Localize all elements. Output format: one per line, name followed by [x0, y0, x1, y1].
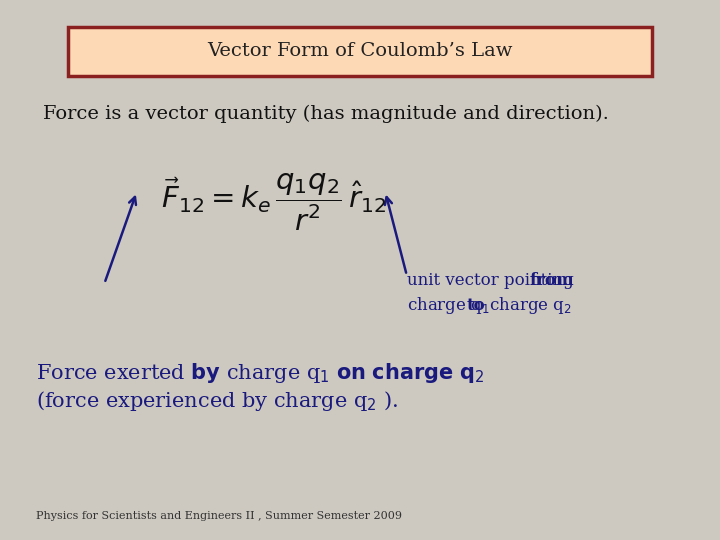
- FancyBboxPatch shape: [68, 27, 652, 76]
- Text: charge q$_1$: charge q$_1$: [407, 295, 491, 315]
- Text: Force exerted $\bf{by}$ charge q$_1$ $\it{\bf{on}}$ $\it{\bf{charge}}$ $\it{\bf{: Force exerted $\bf{by}$ charge q$_1$ $\i…: [36, 361, 485, 384]
- Text: Physics for Scientists and Engineers II , Summer Semester 2009: Physics for Scientists and Engineers II …: [36, 511, 402, 521]
- Text: from: from: [529, 272, 574, 289]
- Text: Vector Form of Coulomb’s Law: Vector Form of Coulomb’s Law: [207, 42, 513, 60]
- Text: Force is a vector quantity (has magnitude and direction).: Force is a vector quantity (has magnitud…: [43, 104, 609, 123]
- Text: (force experienced by charge q$_2$ ).: (force experienced by charge q$_2$ ).: [36, 389, 398, 413]
- Text: to: to: [467, 296, 485, 314]
- Text: charge q$_2$: charge q$_2$: [484, 295, 572, 315]
- Text: $\vec{F}_{12} = k_e \, \dfrac{q_1 q_2}{r^2} \, \hat{r}_{12}$: $\vec{F}_{12} = k_e \, \dfrac{q_1 q_2}{r…: [161, 172, 387, 233]
- Text: unit vector pointing: unit vector pointing: [407, 272, 579, 289]
